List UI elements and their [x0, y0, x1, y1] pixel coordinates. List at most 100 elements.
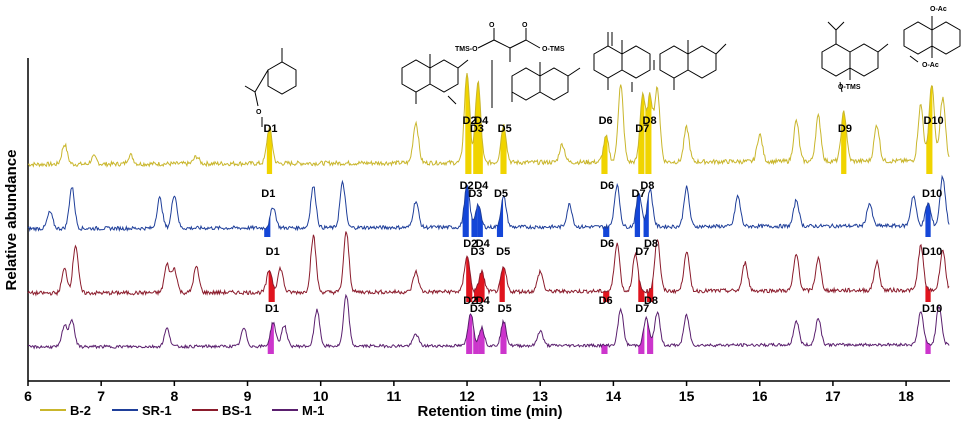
legend-label-b-2: B-2 — [70, 403, 91, 418]
peak-label: D7 — [632, 188, 646, 200]
x-axis-title: Retention time (min) — [418, 403, 563, 420]
x-tick-label: 8 — [170, 388, 178, 404]
x-tick-label: 7 — [97, 388, 105, 404]
peak-label: D5 — [498, 123, 512, 135]
peak-label: D8 — [640, 180, 654, 192]
legend-label-sr-1: SR-1 — [142, 403, 172, 418]
peak-fill-d9 — [841, 110, 847, 174]
peak-label: D3 — [468, 188, 482, 200]
structure-d7 — [593, 32, 651, 92]
peak-label: D6 — [599, 115, 613, 127]
peak-fill-d7 — [638, 93, 645, 174]
peak-fill-d1 — [264, 215, 271, 237]
peak-fill-d4 — [478, 270, 485, 302]
peak-label: D1 — [261, 188, 275, 200]
peak-fill-d5 — [499, 266, 505, 302]
peak-fill-d4 — [478, 326, 485, 354]
peak-label: D4 — [476, 238, 491, 250]
peak-label: D1 — [266, 246, 280, 258]
peak-fill-d2 — [466, 256, 473, 302]
peak-label: D8 — [643, 115, 657, 127]
peak-label: D2 — [463, 238, 477, 250]
svg-text:O-Ac: O-Ac — [922, 62, 939, 69]
x-tick-label: 14 — [606, 388, 622, 404]
y-axis-title: Relative abundance — [3, 150, 20, 291]
peak-fill-d10 — [926, 85, 933, 174]
peak-fill-d7 — [638, 270, 645, 302]
trace-b-2 — [27, 73, 950, 168]
x-tick-label: 13 — [532, 388, 548, 404]
svg-text:TMS-O: TMS-O — [455, 46, 478, 53]
peak-fill-d3 — [473, 81, 479, 174]
svg-text:O-Ac: O-Ac — [930, 6, 947, 13]
trace-bs-1 — [27, 231, 950, 297]
peak-label: D9 — [838, 123, 852, 135]
peak-fill-d5 — [500, 320, 507, 354]
peak-fill-d4 — [477, 81, 483, 174]
peak-fill-d4 — [477, 204, 483, 237]
structure-d5 — [511, 62, 581, 102]
peak-fill-d1 — [267, 322, 274, 354]
peak-label-group: D1D2D3D4D5D6D7D8D9D10D1D2D3D4D5D6D7D8D10… — [261, 115, 943, 315]
peak-label: D1 — [263, 123, 277, 135]
peak-label: D6 — [600, 238, 614, 250]
peak-fill-d1 — [266, 126, 273, 174]
peak-label: D5 — [496, 246, 510, 258]
peak-fill-d8 — [645, 92, 652, 174]
svg-text:O: O — [489, 22, 495, 29]
trace-m-1 — [27, 293, 950, 350]
x-tick-label: 17 — [825, 388, 841, 404]
peak-fill-d5 — [500, 124, 507, 174]
x-tick-label: 10 — [313, 388, 329, 404]
structure-d8 — [653, 40, 727, 90]
x-tick-label: 12 — [459, 388, 475, 404]
structure-d9: O-TMS — [821, 21, 889, 93]
peak-label: D10 — [922, 188, 942, 200]
structure-d4: TMS-O O O O-TMS — [455, 22, 565, 108]
peak-fill-d2 — [466, 313, 473, 354]
legend-label-m-1: M-1 — [302, 403, 324, 418]
x-tick-group: 6 7 8 9 10 11 12 13 14 15 16 17 18 — [24, 381, 914, 404]
peak-label: D3 — [470, 123, 484, 135]
x-tick-label: 18 — [898, 388, 914, 404]
peak-fill-d7 — [634, 193, 641, 237]
trace-sr-1 — [27, 174, 950, 233]
peak-label: D10 — [922, 303, 942, 315]
peak-fill-d2 — [465, 73, 472, 174]
peak-label: D8 — [644, 295, 658, 307]
peak-fill-d6 — [601, 135, 608, 174]
peak-fill-d10 — [925, 336, 931, 354]
peak-label: D4 — [474, 180, 489, 192]
svg-text:O-TMS: O-TMS — [838, 84, 861, 91]
peak-label: D2 — [463, 295, 477, 307]
peak-label: D3 — [471, 246, 485, 258]
peak-fill-d6 — [601, 344, 608, 354]
peak-label: D6 — [599, 295, 613, 307]
x-tick-label: 6 — [24, 388, 32, 404]
legend-label-bs-1: BS-1 — [222, 403, 252, 418]
peak-fill-d6 — [603, 290, 610, 302]
svg-text:O: O — [522, 22, 528, 29]
trace-group — [27, 73, 950, 354]
peak-label: D3 — [470, 303, 484, 315]
peak-label: D5 — [498, 303, 512, 315]
peak-label: D7 — [635, 246, 649, 258]
peak-label: D8 — [644, 238, 658, 250]
structure-d1: O — [244, 48, 297, 127]
x-tick-label: 15 — [679, 388, 695, 404]
peak-label: D6 — [600, 180, 614, 192]
svg-text:O: O — [256, 109, 262, 116]
legend: B-2 SR-1 BS-1 M-1 — [40, 403, 324, 418]
x-tick-label: 11 — [386, 388, 401, 404]
peak-label: D10 — [924, 115, 944, 127]
peak-label: D2 — [460, 180, 474, 192]
peak-fill-d7 — [638, 325, 645, 354]
peak-label: D10 — [922, 246, 942, 258]
peak-fill-d3 — [473, 325, 479, 354]
x-tick-label: 9 — [244, 388, 252, 404]
peak-fill-d10 — [925, 282, 931, 302]
peak-fill-d3 — [474, 278, 480, 302]
peak-label: D4 — [476, 295, 491, 307]
peak-label: D4 — [474, 115, 489, 127]
